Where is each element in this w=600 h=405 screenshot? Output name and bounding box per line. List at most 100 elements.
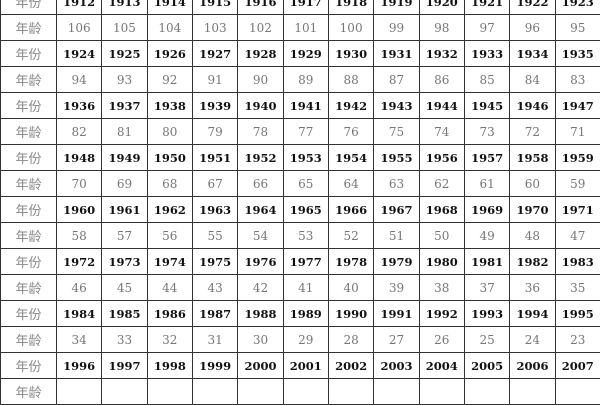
year-cell: 1945: [464, 93, 509, 119]
age-cell: 29: [283, 327, 328, 353]
year-cell: 1996: [57, 353, 102, 379]
age-cell: 66: [238, 171, 283, 197]
year-cell: 1952: [238, 145, 283, 171]
year-cell: 1913: [102, 0, 147, 15]
age-cell: 92: [147, 67, 192, 93]
year-cell: 1922: [510, 0, 555, 15]
age-cell: 68: [147, 171, 192, 197]
year-cell: 1926: [147, 41, 192, 67]
age-cell: 23: [555, 327, 600, 353]
age-cell: [510, 379, 555, 405]
age-cell: 63: [374, 171, 419, 197]
age-cell: 81: [102, 119, 147, 145]
age-cell: 67: [192, 171, 237, 197]
age-cell: 99: [374, 15, 419, 41]
year-cell: 2003: [374, 353, 419, 379]
age-cell: 32: [147, 327, 192, 353]
year-cell: 1997: [102, 353, 147, 379]
year-cell: 2002: [328, 353, 373, 379]
year-cell: 1963: [192, 197, 237, 223]
year-cell: 1986: [147, 301, 192, 327]
age-row-label: 年龄: [1, 15, 57, 41]
year-cell: 1976: [238, 249, 283, 275]
year-cell: 1988: [238, 301, 283, 327]
age-cell: 97: [464, 15, 509, 41]
year-cell: 1916: [238, 0, 283, 15]
age-cell: 40: [328, 275, 373, 301]
year-cell: 1974: [147, 249, 192, 275]
year-cell: 1934: [510, 41, 555, 67]
year-cell: 2001: [283, 353, 328, 379]
year-cell: 1966: [328, 197, 373, 223]
year-cell: 1984: [57, 301, 102, 327]
age-cell: 44: [147, 275, 192, 301]
year-cell: 1990: [328, 301, 373, 327]
age-cell: 90: [238, 67, 283, 93]
age-cell: [419, 379, 464, 405]
year-row-label: 年份: [1, 197, 57, 223]
year-cell: 1940: [238, 93, 283, 119]
age-cell: 70: [57, 171, 102, 197]
age-cell: 73: [464, 119, 509, 145]
age-row-label: 年龄: [1, 223, 57, 249]
age-cell: 71: [555, 119, 600, 145]
year-cell: 1947: [555, 93, 600, 119]
year-cell: 1975: [192, 249, 237, 275]
year-cell: 1946: [510, 93, 555, 119]
year-cell: 1989: [283, 301, 328, 327]
age-cell: 41: [283, 275, 328, 301]
year-row-label: 年份: [1, 353, 57, 379]
year-cell: 1987: [192, 301, 237, 327]
age-cell: 46: [57, 275, 102, 301]
age-row-label: 年龄: [1, 171, 57, 197]
age-cell: 57: [102, 223, 147, 249]
year-cell: 1964: [238, 197, 283, 223]
age-cell: 69: [102, 171, 147, 197]
age-cell: 89: [283, 67, 328, 93]
year-cell: 1944: [419, 93, 464, 119]
year-cell: 1968: [419, 197, 464, 223]
year-cell: 1950: [147, 145, 192, 171]
year-cell: 1999: [192, 353, 237, 379]
year-cell: 1978: [328, 249, 373, 275]
age-row: 年龄: [1, 379, 600, 405]
year-cell: 1973: [102, 249, 147, 275]
year-row-label: 年份: [1, 301, 57, 327]
age-cell: 65: [283, 171, 328, 197]
year-cell: 1939: [192, 93, 237, 119]
age-cell: [328, 379, 373, 405]
age-cell: 91: [192, 67, 237, 93]
year-row-label: 年份: [1, 41, 57, 67]
age-cell: 37: [464, 275, 509, 301]
age-cell: 27: [374, 327, 419, 353]
age-cell: [102, 379, 147, 405]
age-cell: [555, 379, 600, 405]
year-cell: 1971: [555, 197, 600, 223]
year-cell: 1993: [464, 301, 509, 327]
age-cell: 36: [510, 275, 555, 301]
age-cell: 78: [238, 119, 283, 145]
age-cell: 58: [57, 223, 102, 249]
age-cell: 39: [374, 275, 419, 301]
age-cell: 30: [238, 327, 283, 353]
year-cell: 1962: [147, 197, 192, 223]
age-cell: 59: [555, 171, 600, 197]
year-cell: 1936: [57, 93, 102, 119]
year-cell: 1938: [147, 93, 192, 119]
age-cell: 54: [238, 223, 283, 249]
age-row-label: 年龄: [1, 327, 57, 353]
year-cell: 1965: [283, 197, 328, 223]
age-cell: 96: [510, 15, 555, 41]
year-cell: 1948: [57, 145, 102, 171]
age-cell: 38: [419, 275, 464, 301]
year-cell: 1954: [328, 145, 373, 171]
age-cell: [283, 379, 328, 405]
year-cell: 1959: [555, 145, 600, 171]
